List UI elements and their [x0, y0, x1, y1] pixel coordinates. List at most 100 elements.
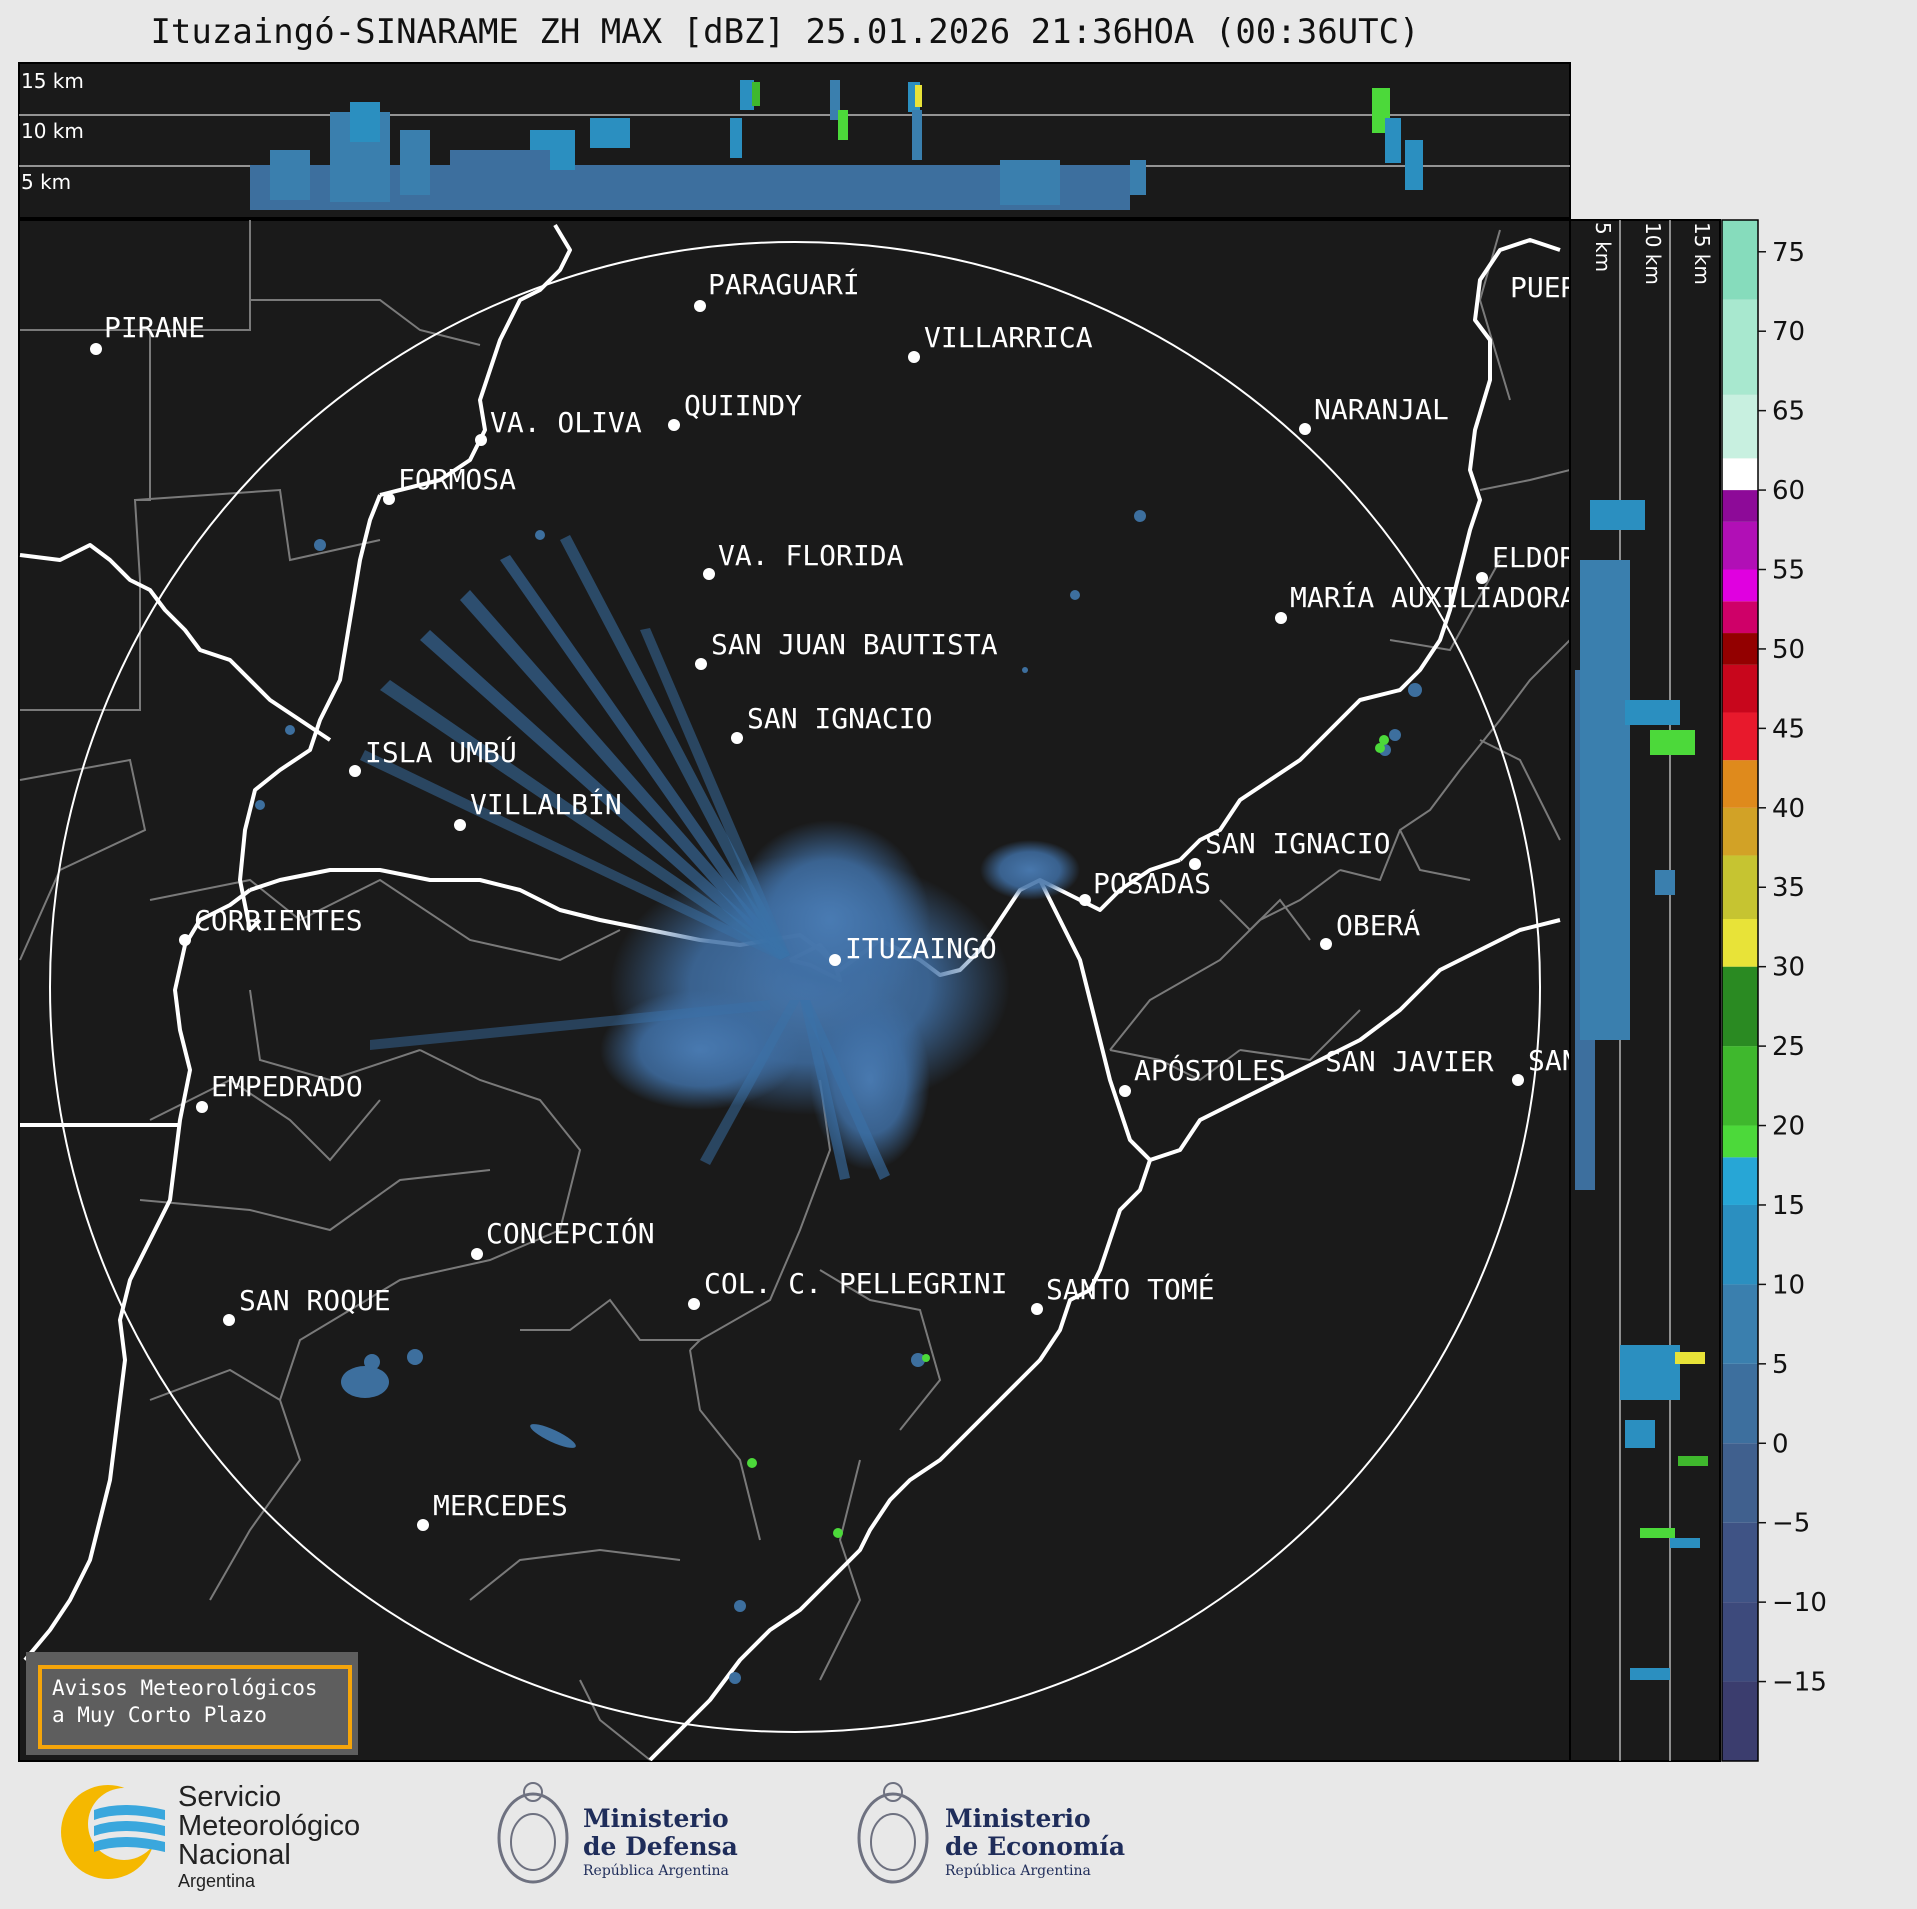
economia-line-3: República Argentina	[945, 1863, 1091, 1879]
economia-line-2: de Economía	[945, 1832, 1126, 1861]
colorbar-tick-label: 55	[1772, 556, 1805, 586]
city-posadas[interactable]: POSADAS	[1079, 867, 1211, 906]
city-ituzaingo[interactable]: ITUZAINGÓ	[829, 931, 997, 966]
colorbar-segment	[1722, 919, 1758, 967]
colorbar-tick-label: 20	[1772, 1112, 1805, 1142]
city-mercedes[interactable]: MERCEDES	[417, 1489, 568, 1531]
city-label: VILLALBÍN	[470, 787, 622, 821]
smn-line-1: Servicio	[178, 1781, 282, 1813]
smn-line-4: Argentina	[178, 1871, 256, 1891]
colorbar-segment	[1722, 664, 1758, 713]
colorbar-segment	[1722, 394, 1758, 459]
colorbar-tick-label: −15	[1772, 1668, 1827, 1698]
smn-logo-icon	[61, 1785, 165, 1879]
city-puerto[interactable]: PUERTO	[1510, 271, 1611, 304]
city-san-roque[interactable]: SAN ROQUE	[223, 1284, 391, 1326]
defensa-seal-icon	[497, 1782, 569, 1884]
colorbar-segment	[1722, 1125, 1758, 1158]
city-apostoles[interactable]: APÓSTOLES	[1119, 1053, 1286, 1097]
colorbar-tick-label: 75	[1772, 238, 1805, 268]
city-eldorado[interactable]: ELDORADO	[1476, 541, 1627, 584]
colorbar-tick-label: 10	[1772, 1270, 1805, 1300]
colorbar-tick-label: −10	[1772, 1588, 1827, 1618]
colorbar-tick-label: 25	[1772, 1032, 1805, 1062]
right-label-15km: 15 km	[1690, 222, 1714, 285]
city-concepcion[interactable]: CONCEPCIÓN	[471, 1216, 655, 1260]
avisos-banner[interactable]: Avisos Meteorológicos a Muy Corto Plazo	[26, 1652, 358, 1755]
city-label: NARANJAL	[1314, 393, 1449, 426]
city-pirane[interactable]: PIRANE	[90, 311, 205, 355]
city-san-ignacio-py[interactable]: SAN IGNACIO	[731, 702, 932, 744]
map-panel: PARAGUARÍ VILLARRICA PIRANE QUIINDY VA. …	[18, 219, 1627, 1762]
city-san-edge[interactable]: SAN	[1512, 1044, 1579, 1086]
city-va-florida[interactable]: VA. FLORIDA	[703, 539, 904, 580]
colorbar-segment	[1722, 712, 1758, 761]
city-isla-umbu[interactable]: ISLA UMBÚ	[349, 735, 517, 777]
city-label: SAN	[1528, 1044, 1579, 1077]
avisos-box[interactable]: Avisos Meteorológicos a Muy Corto Plazo	[38, 1665, 352, 1749]
city-paraguari[interactable]: PARAGUARÍ	[694, 267, 860, 312]
city-villarrica[interactable]: VILLARRICA	[908, 321, 1093, 363]
colorbar-tick-label: 50	[1772, 635, 1805, 665]
city-label: SAN JUAN BAUTISTA	[711, 628, 998, 661]
colorbar-tick-label: 60	[1772, 476, 1805, 506]
city-label: ELDORADO	[1492, 541, 1627, 574]
city-obera[interactable]: OBERÁ	[1320, 908, 1420, 950]
city-san-ignacio-ar[interactable]: SAN IGNACIO	[1189, 827, 1390, 870]
top-height-panel: 15 km 10 km 5 km	[18, 62, 1571, 219]
colorbar-segment	[1722, 1443, 1758, 1523]
city-label: PARAGUARÍ	[708, 267, 860, 301]
colorbar-tick-label: 0	[1772, 1429, 1789, 1459]
colorbar-segment	[1722, 1602, 1758, 1682]
colorbar-tick-label: 70	[1772, 317, 1805, 347]
defensa-line-1: Ministerio	[583, 1804, 729, 1833]
city-san-juan-bautista[interactable]: SAN JUAN BAUTISTA	[695, 628, 998, 670]
city-label: SAN JAVIER	[1325, 1045, 1494, 1078]
colorbar-segment	[1722, 521, 1758, 570]
colorbar-segment	[1722, 601, 1758, 634]
top-label-15km: 15 km	[21, 69, 84, 93]
colorbar-tick-label: 5	[1772, 1350, 1789, 1380]
defensa-logo-text: Ministerio de Defensa República Argentin…	[583, 1805, 738, 1881]
colorbar-segment	[1722, 855, 1758, 920]
city-label: PUERTO	[1510, 271, 1611, 304]
city-maria-auxiliadora[interactable]: MARÍA AUXILIADORA	[1275, 580, 1577, 624]
right-label-10km: 10 km	[1641, 222, 1665, 285]
city-label: MERCEDES	[433, 1489, 568, 1522]
colorbar-segment	[1722, 1522, 1758, 1603]
city-label: CONCEPCIÓN	[486, 1216, 655, 1250]
logos-strip	[61, 1782, 929, 1884]
city-san-javier[interactable]: SAN JAVIER	[1325, 1045, 1494, 1078]
city-label: SANTO TOMÉ	[1046, 1272, 1215, 1306]
city-santo-tome[interactable]: SANTO TOMÉ	[1031, 1272, 1215, 1315]
colorbar-tick-label: 45	[1772, 714, 1805, 744]
city-corrientes[interactable]: CORRIENTES	[179, 904, 363, 946]
city-label: MARÍA AUXILIADORA	[1290, 580, 1577, 614]
colorbar-segment	[1722, 569, 1758, 602]
city-villalbin[interactable]: VILLALBÍN	[454, 787, 622, 831]
city-label: ISLA UMBÚ	[365, 735, 517, 769]
range-ring	[49, 241, 1541, 1733]
city-empedrado[interactable]: EMPEDRADO	[196, 1070, 363, 1113]
city-label: CORRIENTES	[194, 904, 363, 937]
city-naranjal[interactable]: NARANJAL	[1299, 393, 1449, 435]
economia-seal-icon	[857, 1782, 929, 1884]
city-quiindy[interactable]: QUIINDY	[668, 389, 802, 431]
city-markers: PARAGUARÍ VILLARRICA PIRANE QUIINDY VA. …	[90, 267, 1627, 1531]
admin-boundaries	[19, 220, 1570, 1761]
city-formosa[interactable]: FORMOSA	[383, 463, 516, 505]
city-label: EMPEDRADO	[211, 1070, 363, 1103]
right-label-5km: 5 km	[1591, 222, 1615, 272]
colorbar-segment	[1722, 1046, 1758, 1126]
city-va-oliva[interactable]: VA. OLIVA	[475, 406, 642, 446]
right-height-panel: 5 km 10 km 15 km	[1569, 219, 1721, 1762]
city-label: VA. FLORIDA	[718, 539, 904, 572]
city-label: SAN ROQUE	[239, 1284, 391, 1317]
avisos-line-1: Avisos Meteorológicos	[52, 1676, 318, 1700]
city-col-c-pellegrini[interactable]: COL. C. PELLEGRINI	[688, 1267, 1007, 1310]
colorbar-tick-label: 65	[1772, 397, 1805, 427]
top-label-10km: 10 km	[21, 119, 84, 143]
colorbar-segment	[1722, 458, 1758, 491]
